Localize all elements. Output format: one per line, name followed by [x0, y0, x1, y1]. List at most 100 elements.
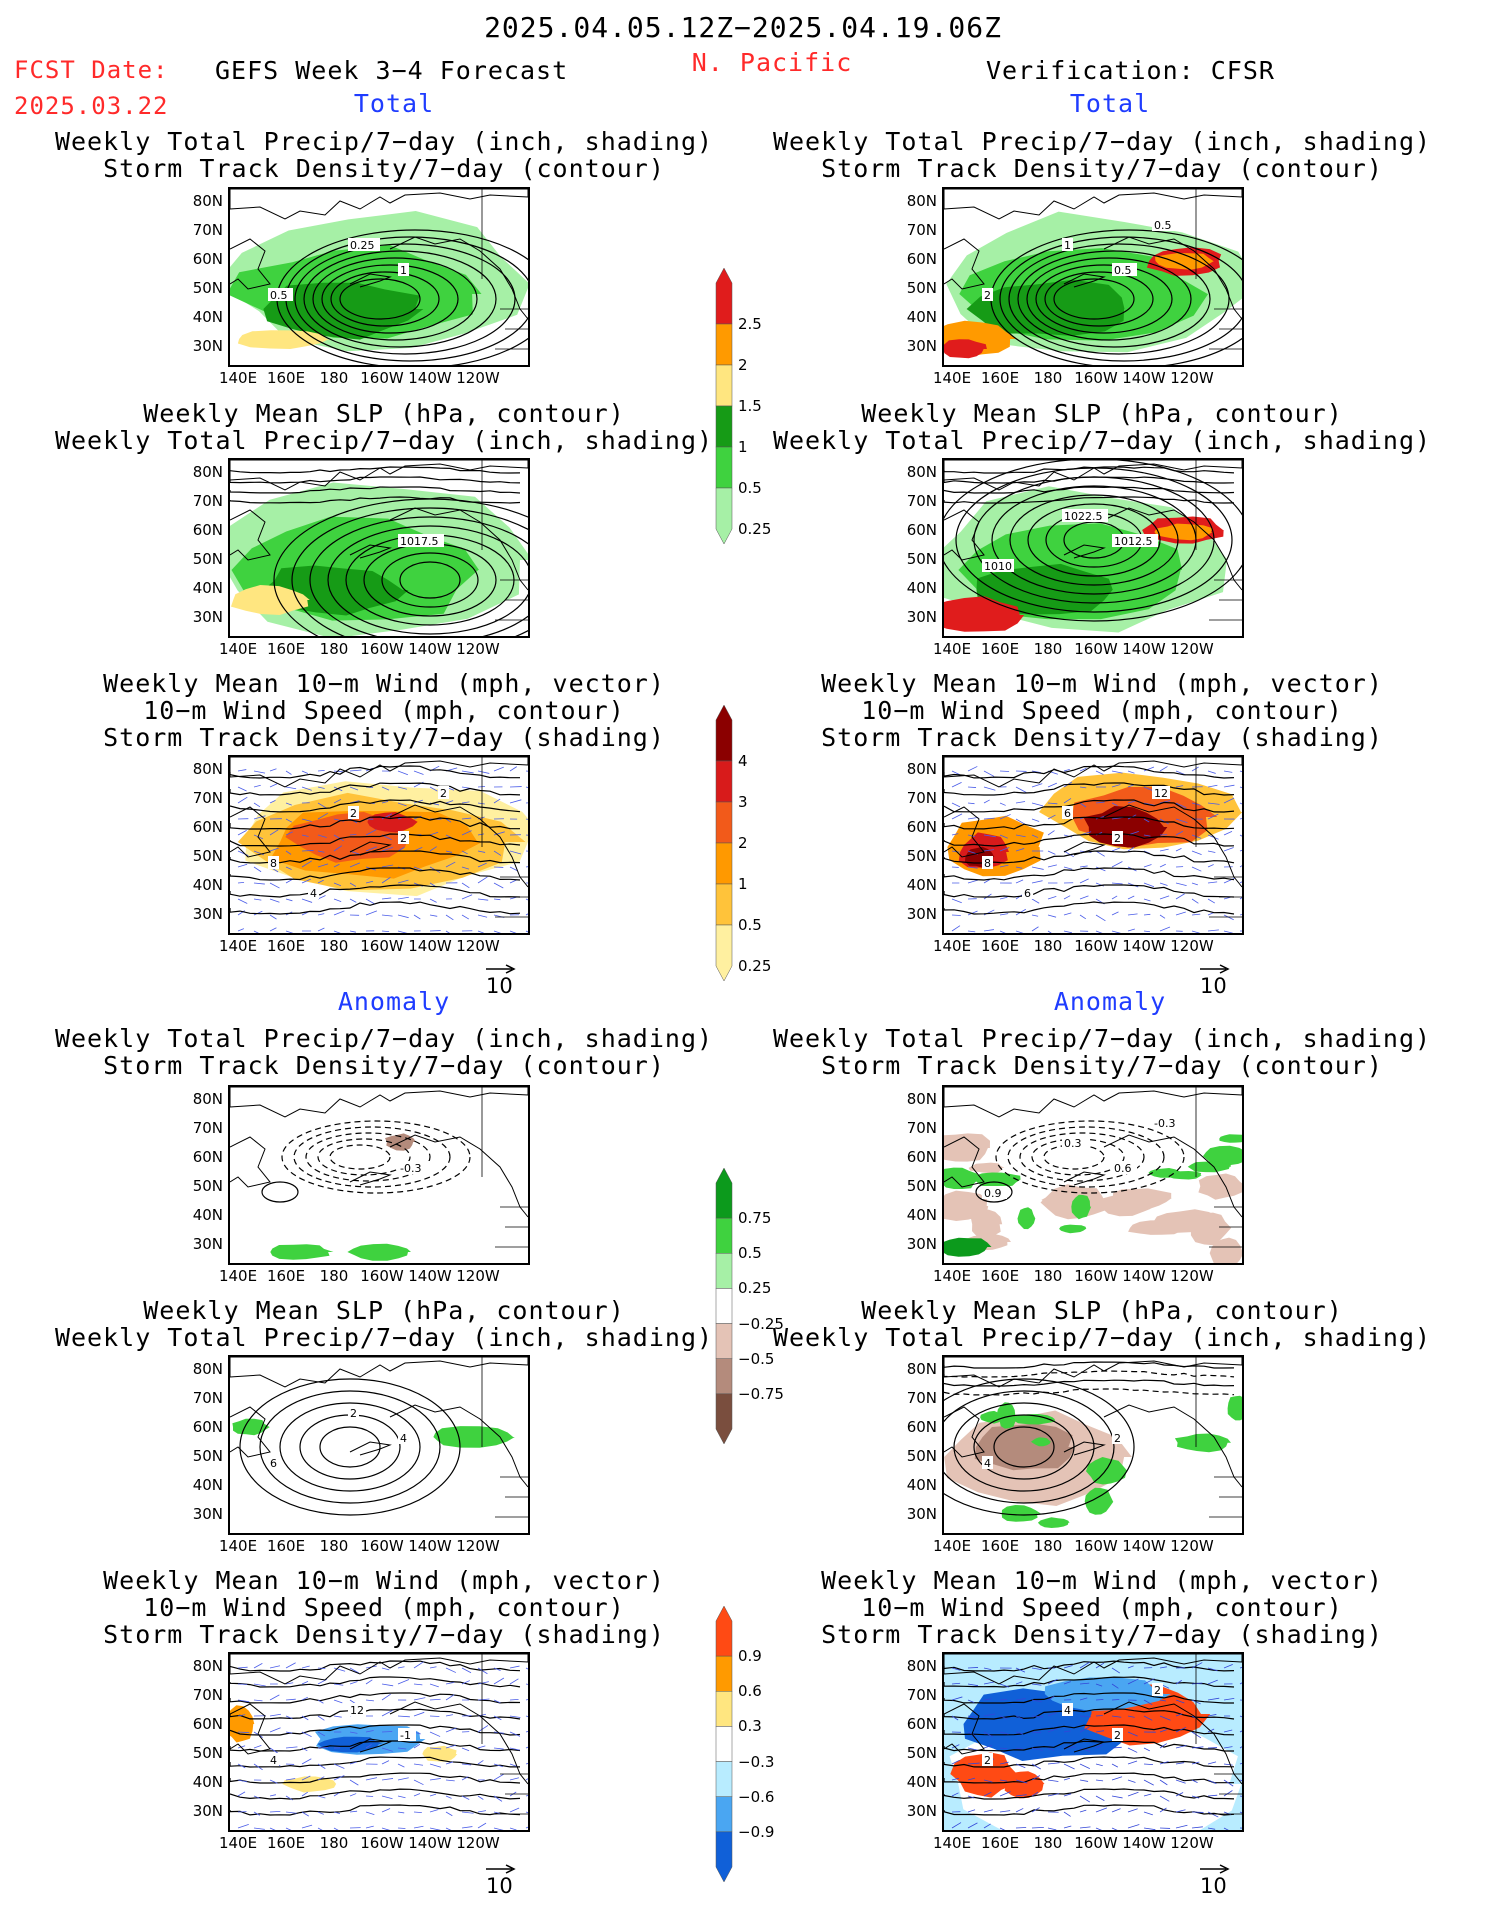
wind-vector	[951, 1792, 959, 1797]
wind-vector	[1095, 850, 1105, 857]
wind-vector	[1079, 1795, 1091, 1803]
lon-tick-label: 140E	[932, 1834, 972, 1852]
shading-region	[263, 282, 424, 340]
section-anomaly-right: Anomaly	[1053, 987, 1167, 1016]
wind-vector	[1175, 1713, 1183, 1717]
wind-vector	[1079, 786, 1087, 789]
lat-tick-label: 80N	[192, 1360, 223, 1378]
lon-tick-label: 180	[319, 640, 349, 658]
shading-region	[230, 1705, 255, 1743]
wind-vector	[983, 1681, 995, 1685]
contour-label: 0.3	[1062, 1136, 1087, 1150]
lat-tick-label: 50N	[192, 1177, 223, 1195]
wind-vector	[365, 880, 374, 884]
panel-title-line: Storm Track Density/7−day (contour)	[103, 1051, 665, 1080]
lat-tick-label: 70N	[192, 1686, 223, 1704]
wind-vector	[381, 1709, 393, 1717]
wind-vector	[301, 1758, 312, 1765]
wind-vector	[461, 817, 472, 820]
wind-vector	[1191, 1779, 1198, 1783]
lat-tick-label: 80N	[906, 463, 937, 481]
panel-title: Weekly Total Precip/7−day (inch, shading…	[773, 128, 1431, 182]
wind-vector	[983, 834, 996, 838]
wind-vector	[1079, 1763, 1090, 1769]
wind-vector	[381, 800, 389, 804]
wind-vector	[445, 850, 453, 853]
wind-vector	[1015, 848, 1025, 852]
wind-vector	[397, 930, 408, 933]
lon-tick-label: 120W	[1170, 1537, 1214, 1555]
wind-vector	[285, 1795, 293, 1801]
wind-vector	[1207, 1728, 1215, 1733]
panel-title-line: Storm Track Density/7−day (contour)	[821, 154, 1383, 183]
heavy-precip	[944, 339, 987, 359]
map-panel: 4 6 2	[228, 1355, 530, 1535]
contour-line	[230, 1788, 521, 1800]
wind-vector	[477, 876, 488, 884]
wind-vector	[413, 914, 421, 920]
wind-vector	[1031, 898, 1040, 904]
wind-vector	[493, 766, 504, 772]
lon-tick-label: 160W	[360, 937, 404, 955]
svg-text:0.9: 0.9	[984, 1187, 1002, 1200]
lat-tick-label: 50N	[906, 847, 937, 865]
lat-tick-label: 80N	[192, 192, 223, 210]
fcst-date-label: FCST Date:	[14, 56, 169, 84]
wind-vector	[349, 769, 362, 772]
shading-region	[944, 1237, 992, 1257]
contour-line	[230, 1756, 520, 1768]
wind-vector	[301, 786, 312, 791]
wind-vector	[1127, 770, 1135, 774]
wind-vector	[525, 818, 528, 820]
contour-label: 2	[398, 831, 409, 845]
aleutian-islands	[349, 1738, 392, 1753]
wind-vector	[1047, 830, 1055, 836]
colorbar-segment	[715, 1761, 733, 1797]
colorbar-tick-label: −0.6	[738, 1787, 775, 1806]
contour-label: -1	[398, 1728, 416, 1742]
wind-vector	[967, 866, 978, 869]
wind-vector	[1191, 930, 1200, 933]
wind-vector	[1239, 818, 1242, 820]
lat-tick-label: 30N	[192, 337, 223, 355]
wind-vector	[1127, 1779, 1136, 1783]
contour-label: 0.5	[1152, 218, 1177, 232]
wind-vector	[445, 1681, 455, 1685]
wind-vector	[493, 930, 502, 933]
wind-vector	[445, 1727, 457, 1733]
lat-tick-label: 30N	[192, 1505, 223, 1523]
wind-vector	[509, 1715, 521, 1718]
wind-vector	[1143, 1715, 1153, 1721]
wind-vector	[397, 879, 409, 884]
wind-vector	[951, 1696, 963, 1701]
wind-vector	[1127, 895, 1135, 900]
wind-vector	[477, 1760, 484, 1765]
contour-label: -0.3	[398, 1161, 430, 1175]
panel-title-line: Storm Track Density/7−day (shading)	[103, 723, 665, 752]
wind-vector	[413, 846, 423, 852]
colorbar-segment	[715, 1605, 733, 1657]
lon-tick-label: 160W	[1074, 369, 1118, 387]
wind-vector	[509, 1777, 520, 1781]
wind-vector	[429, 831, 439, 836]
contour-line	[1019, 1132, 1145, 1182]
lon-tick-label: 140W	[408, 1537, 452, 1555]
contour-label: -0.3	[1152, 1116, 1184, 1130]
wind-vector	[1143, 786, 1154, 792]
wind-vector	[1207, 1811, 1219, 1818]
wind-vector	[381, 1683, 394, 1687]
shading-region	[1209, 1237, 1242, 1263]
contour-line	[944, 1361, 1235, 1369]
contour-line	[944, 486, 1235, 494]
state-borders	[495, 308, 528, 350]
north-america-coastline	[1103, 1134, 1242, 1218]
panel-title-line: Storm Track Density/7−day (contour)	[821, 1051, 1383, 1080]
wind-vector	[413, 1825, 424, 1829]
wind-vector	[951, 1715, 959, 1721]
wind-vector	[333, 1827, 339, 1830]
colorbar-tick-label: 2	[738, 834, 748, 852]
wind-vector	[253, 802, 261, 808]
wind-vector	[1015, 818, 1026, 825]
wind-vector	[525, 913, 528, 916]
wind-vector	[477, 914, 488, 918]
